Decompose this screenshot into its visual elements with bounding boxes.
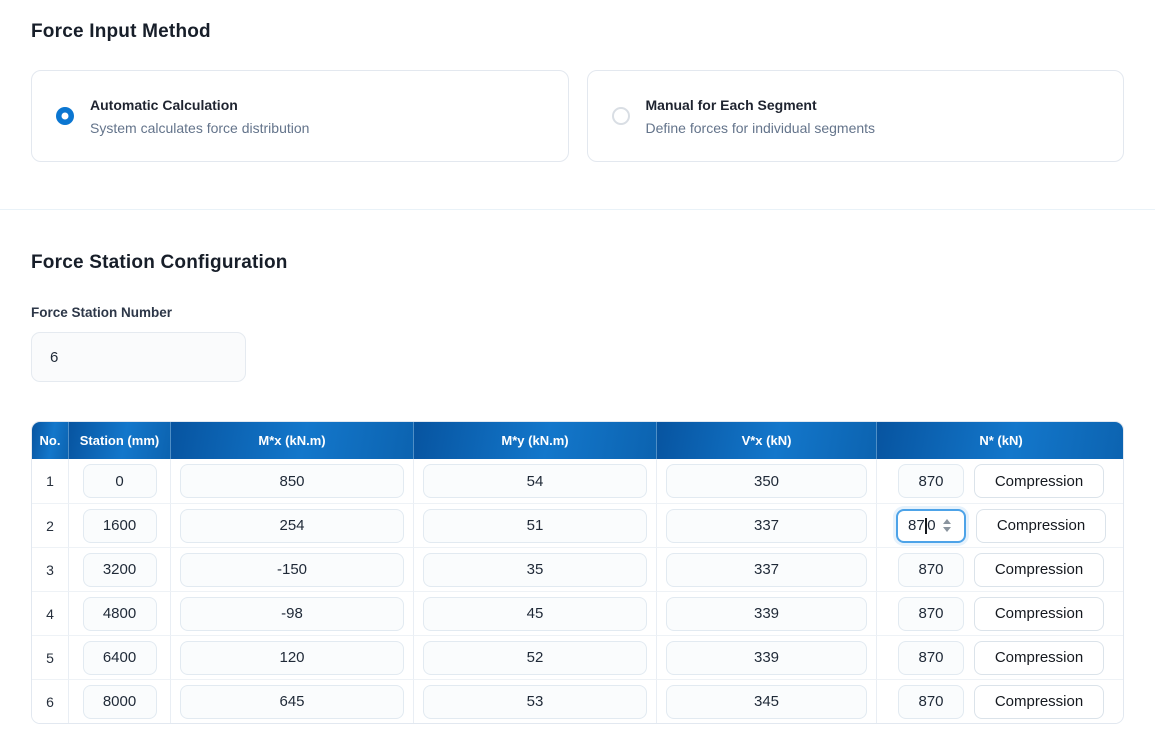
force-input-method-title: Force Input Method xyxy=(31,21,211,42)
header-n: N* (kN) xyxy=(876,422,1123,459)
mx-input[interactable]: 850 xyxy=(180,464,404,498)
table-row: 3 3200 -150 35 337 870 Compression xyxy=(32,547,1123,591)
row-number: 6 xyxy=(32,679,68,723)
row-number: 2 xyxy=(32,503,68,547)
station-input[interactable]: 3200 xyxy=(82,552,157,587)
n-type-select[interactable]: Compression xyxy=(974,640,1104,675)
n-input[interactable]: 870 xyxy=(898,552,964,587)
n-type-select[interactable]: Compression xyxy=(976,508,1106,543)
option-description: System calculates force distribution xyxy=(90,119,310,136)
option-manual-for-each-segment[interactable]: Manual for Each Segment Define forces fo… xyxy=(586,70,1124,162)
vx-input[interactable]: 337 xyxy=(666,508,867,543)
n-input[interactable]: 870 xyxy=(898,684,964,719)
n-type-select[interactable]: Compression xyxy=(974,552,1104,587)
text-caret xyxy=(925,517,927,534)
table-row: 4 4800 -98 45 339 870 Compression xyxy=(32,591,1123,635)
n-input-focused[interactable]: 87 0 xyxy=(896,508,966,543)
n-input[interactable]: 870 xyxy=(898,464,964,498)
mx-input[interactable]: 645 xyxy=(180,684,404,719)
option-text: Manual for Each Segment Define forces fo… xyxy=(646,97,876,136)
header-station: Station (mm) xyxy=(68,422,170,459)
spinner-down-icon[interactable] xyxy=(942,527,951,532)
station-input[interactable]: 6400 xyxy=(82,640,157,675)
n-value-after-caret: 0 xyxy=(927,517,936,534)
n-input[interactable]: 870 xyxy=(898,596,964,631)
row-number: 5 xyxy=(32,635,68,679)
table-row: 5 6400 120 52 339 870 Compression xyxy=(32,635,1123,679)
row-number: 4 xyxy=(32,591,68,635)
my-input[interactable]: 45 xyxy=(423,596,647,631)
header-mx: M*x (kN.m) xyxy=(170,422,413,459)
my-input[interactable]: 35 xyxy=(423,552,647,587)
vx-input[interactable]: 339 xyxy=(666,596,867,631)
mx-input[interactable]: -150 xyxy=(180,552,404,587)
vx-input[interactable]: 339 xyxy=(666,640,867,675)
header-my: M*y (kN.m) xyxy=(413,422,656,459)
vx-input[interactable]: 350 xyxy=(666,464,867,498)
number-spinner[interactable] xyxy=(942,519,951,532)
mx-input[interactable]: 254 xyxy=(180,508,404,543)
n-input[interactable]: 870 xyxy=(898,640,964,675)
n-type-select[interactable]: Compression xyxy=(974,464,1104,498)
force-station-number-label: Force Station Number xyxy=(31,305,173,320)
option-text: Automatic Calculation System calculates … xyxy=(90,97,309,136)
header-vx: V*x (kN) xyxy=(656,422,876,459)
force-station-number-input[interactable] xyxy=(31,332,246,382)
option-description: Define forces for individual segments xyxy=(645,119,876,136)
mx-input[interactable]: 120 xyxy=(180,640,404,675)
radio-unselected-icon[interactable] xyxy=(611,107,630,125)
station-input[interactable]: 4800 xyxy=(82,596,157,631)
my-input[interactable]: 54 xyxy=(423,464,647,498)
my-input[interactable]: 53 xyxy=(423,684,647,719)
vx-input[interactable]: 337 xyxy=(666,552,867,587)
force-station-configuration-title: Force Station Configuration xyxy=(31,252,288,273)
option-label: Manual for Each Segment xyxy=(645,96,817,113)
force-input-options: Automatic Calculation System calculates … xyxy=(31,70,1124,162)
radio-selected-icon[interactable] xyxy=(56,107,74,125)
option-label: Automatic Calculation xyxy=(90,96,238,113)
row-number: 1 xyxy=(32,459,68,503)
mx-input[interactable]: -98 xyxy=(180,596,404,631)
table-row: 2 1600 254 51 337 87 0 Compression xyxy=(32,503,1123,547)
spinner-up-icon[interactable] xyxy=(942,519,951,524)
table-row: 1 0 850 54 350 870 Compression xyxy=(32,459,1123,503)
n-type-select[interactable]: Compression xyxy=(974,596,1104,631)
header-no: No. xyxy=(32,422,68,459)
row-number: 3 xyxy=(32,547,68,591)
vx-input[interactable]: 345 xyxy=(666,684,867,719)
section-divider xyxy=(0,209,1155,210)
n-type-select[interactable]: Compression xyxy=(974,684,1104,719)
table-row: 6 8000 645 53 345 870 Compression xyxy=(32,679,1123,723)
my-input[interactable]: 52 xyxy=(423,640,647,675)
station-input[interactable]: 0 xyxy=(82,464,157,498)
page: Force Input Method Automatic Calculation… xyxy=(0,0,1155,724)
option-automatic-calculation[interactable]: Automatic Calculation System calculates … xyxy=(31,70,569,162)
table-header: No. Station (mm) M*x (kN.m) M*y (kN.m) V… xyxy=(32,422,1123,459)
station-input[interactable]: 1600 xyxy=(82,508,157,543)
my-input[interactable]: 51 xyxy=(423,508,647,543)
n-value-before-caret: 87 xyxy=(908,517,925,534)
force-station-table: No. Station (mm) M*x (kN.m) M*y (kN.m) V… xyxy=(31,421,1124,724)
station-input[interactable]: 8000 xyxy=(82,684,157,719)
